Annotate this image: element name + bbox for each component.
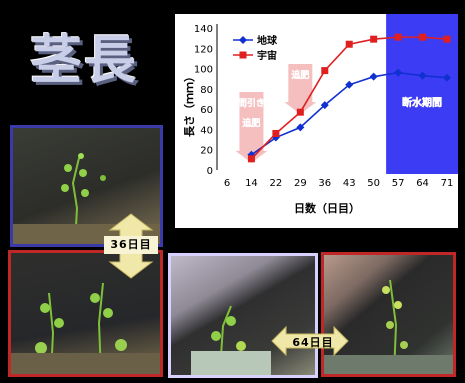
data-point xyxy=(296,108,304,116)
plant-illustration xyxy=(191,305,271,375)
legend-label: 宇宙 xyxy=(257,49,277,62)
data-point xyxy=(345,80,354,89)
y-tick-label: 40 xyxy=(200,125,213,136)
x-tick-label: 64 xyxy=(416,178,429,189)
day-36-label: 36日目 xyxy=(110,238,152,251)
x-tick-label: 71 xyxy=(441,178,454,189)
plant-photo-64-day-tall xyxy=(321,252,456,377)
y-tick-label: 80 xyxy=(200,85,213,96)
legend-marker xyxy=(239,36,247,44)
annotation-label-2: 追肥 xyxy=(242,117,260,129)
y-tick-label: 120 xyxy=(194,44,213,55)
plant-illustration xyxy=(11,282,160,374)
water-stop-label: 断水期間 xyxy=(402,96,442,109)
plant-photo-64-day-hand xyxy=(168,253,318,378)
data-point xyxy=(321,67,329,75)
x-tick-label: 14 xyxy=(245,178,258,189)
data-point xyxy=(296,123,305,132)
annotation-label-3: 追肥 xyxy=(291,69,309,81)
y-tick-label: 60 xyxy=(200,105,213,116)
annotation-arrow-2 xyxy=(284,64,317,115)
day-36-arrow xyxy=(104,213,158,279)
x-tick-label: 29 xyxy=(294,178,307,189)
x-tick-label: 6 xyxy=(224,178,230,189)
data-point xyxy=(345,40,353,48)
x-axis-label: 日数（日目） xyxy=(294,201,360,215)
legend-label: 地球 xyxy=(257,34,278,47)
day-64-arrow xyxy=(271,325,349,357)
data-point xyxy=(443,73,451,82)
data-point xyxy=(419,33,427,41)
data-point xyxy=(394,33,402,41)
annotation-arrow-1 xyxy=(235,92,268,163)
legend-marker xyxy=(239,51,247,59)
data-point xyxy=(394,68,403,77)
page-title: 茎長 xyxy=(30,31,139,91)
data-point xyxy=(369,72,378,81)
chart-panel: 断水期間 間引き 追肥 追肥 0 20 40 60 80 100 120 140 6 14 22 29 36… xyxy=(175,14,458,228)
data-point xyxy=(418,71,427,80)
y-tick-label: 140 xyxy=(194,24,213,35)
x-tick-label: 22 xyxy=(270,178,283,189)
y-tick-label: 20 xyxy=(200,146,213,157)
y-tick-label: 0 xyxy=(207,166,213,177)
data-point xyxy=(320,101,329,110)
data-point xyxy=(247,155,255,163)
y-tick-label: 100 xyxy=(194,65,213,76)
annotation-label-1: 間引き xyxy=(238,97,265,109)
x-tick-label: 50 xyxy=(367,178,380,189)
y-axis-label: 長さ（ｍｍ） xyxy=(183,71,196,137)
data-point xyxy=(271,133,280,142)
data-point xyxy=(272,129,280,137)
day-64-label: 64日目 xyxy=(292,336,334,349)
data-point xyxy=(370,35,378,43)
data-point xyxy=(443,35,451,43)
x-tick-label: 36 xyxy=(318,178,331,189)
x-tick-label: 57 xyxy=(392,178,405,189)
x-tick-label: 43 xyxy=(343,178,356,189)
plant-illustration xyxy=(324,279,453,374)
